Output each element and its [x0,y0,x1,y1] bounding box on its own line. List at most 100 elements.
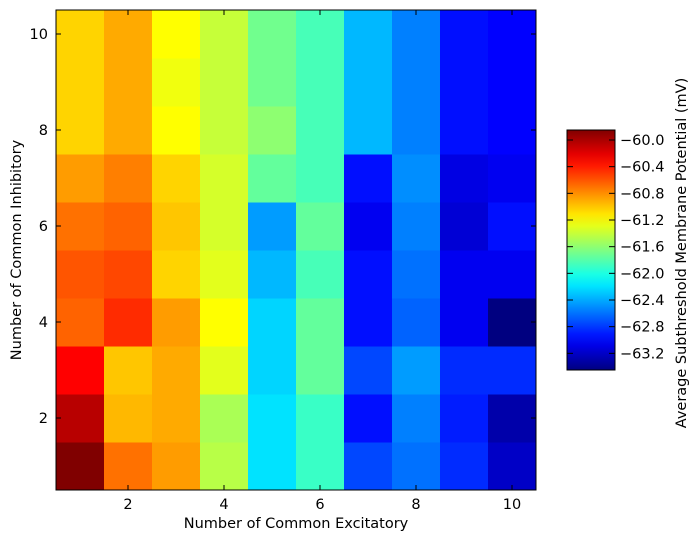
heatmap-cell [440,58,489,107]
heatmap-cell [104,10,153,59]
heatmap-cell [392,202,441,251]
heatmap-cell [248,298,297,347]
y-tick-label: 2 [39,411,48,427]
heatmap-cell [200,106,249,155]
y-tick-label: 4 [39,315,48,331]
heatmap-cell [248,394,297,443]
heatmap-cell [152,106,201,155]
colorbar-tick-label: −60.4 [620,160,664,176]
colorbar-label: Average Subthreshold Membrane Potential … [674,78,690,428]
heatmap-cell [296,250,345,299]
heatmap-cell [440,250,489,299]
heatmap-cell [56,106,105,155]
colorbar [566,129,616,371]
heatmap-cell [152,154,201,203]
heatmap-cell [488,106,537,155]
heatmap-cell [392,154,441,203]
heatmap-cell [200,154,249,203]
heatmap-cell [296,298,345,347]
colorbar-tick-label: −61.6 [620,240,664,256]
heatmap-cell [104,346,153,395]
heatmap-cell [392,106,441,155]
heatmap-cell [440,10,489,59]
heatmap-cell [392,346,441,395]
heatmap-cell [296,442,345,491]
heatmap-cell [104,106,153,155]
heatmap-cell [392,58,441,107]
x-tick-label: 6 [315,497,324,513]
heatmap-cell [488,346,537,395]
heatmap-cell [200,250,249,299]
heatmap-cell [248,442,297,491]
heatmap-cell [296,202,345,251]
colorbar-ticks [567,139,615,354]
heatmap-cell [56,202,105,251]
heatmap-cell [104,154,153,203]
heatmap-cell [440,394,489,443]
y-tick-label: 10 [30,27,48,43]
heatmap-cell [296,346,345,395]
heatmap-cell [200,346,249,395]
colorbar-tick-label: −62.8 [620,320,664,336]
heatmap-cell [152,394,201,443]
heatmap-cell [344,298,393,347]
x-tick-label: 2 [123,497,132,513]
colorbar-tick-label: −62.0 [620,266,664,282]
heatmap-cell [56,298,105,347]
heatmap-cell [104,250,153,299]
heatmap-cell [344,250,393,299]
y-axis-label: Number of Common Inhibitory [9,139,25,360]
heatmap-cell [56,58,105,107]
heatmap-cell [248,346,297,395]
heatmap-cell [488,250,537,299]
heatmap-cell [152,346,201,395]
heatmap-cell [488,154,537,203]
heatmap-cell [344,10,393,59]
heatmap-cell [248,154,297,203]
heatmap-cell [488,442,537,491]
heatmap-cell [440,298,489,347]
heatmap-cell [440,346,489,395]
heatmap-cell [248,250,297,299]
heatmap-cell [488,298,537,347]
heatmap-cell [248,10,297,59]
heatmap-cell [104,394,153,443]
heatmap-cell [56,346,105,395]
heatmap-cell [152,58,201,107]
heatmap-cell [296,154,345,203]
heatmap-cell [248,58,297,107]
x-tick-label: 8 [411,497,420,513]
heatmap-cell [104,202,153,251]
heatmap-cell [344,394,393,443]
heatmap-cell [104,298,153,347]
heatmap-cell [200,298,249,347]
heatmap-cell [488,10,537,59]
heatmap-cell [152,202,201,251]
heatmap-cell [248,106,297,155]
x-tick-label: 4 [219,497,228,513]
heatmap-cell [344,202,393,251]
heatmap-cell [56,250,105,299]
colorbar-tick-labels: −60.0 −60.4 −60.8 −61.2 −61.6 −62.0 −62.4 −62.8… [620,133,664,362]
heatmap-cell [392,442,441,491]
colorbar-tick-label: −61.2 [620,213,664,229]
heatmap-cell [488,58,537,107]
heatmap-cell [440,442,489,491]
heatmap-cell [104,58,153,107]
heatmap-cell [488,202,537,251]
heatmap-cell [152,298,201,347]
heatmap-cell [296,394,345,443]
heatmap-cell [392,250,441,299]
x-axis-label: Number of Common Excitatory [184,516,409,532]
heatmap-cell [56,10,105,59]
heatmap-cell [488,394,537,443]
heatmap-cell [440,106,489,155]
heatmap-cell [392,298,441,347]
heatmap-cell [440,202,489,251]
heatmap-cell [296,58,345,107]
heatmap-cell [200,10,249,59]
heatmap-cell [56,442,105,491]
y-tick-label: 6 [39,219,48,235]
heatmap-cell [344,442,393,491]
